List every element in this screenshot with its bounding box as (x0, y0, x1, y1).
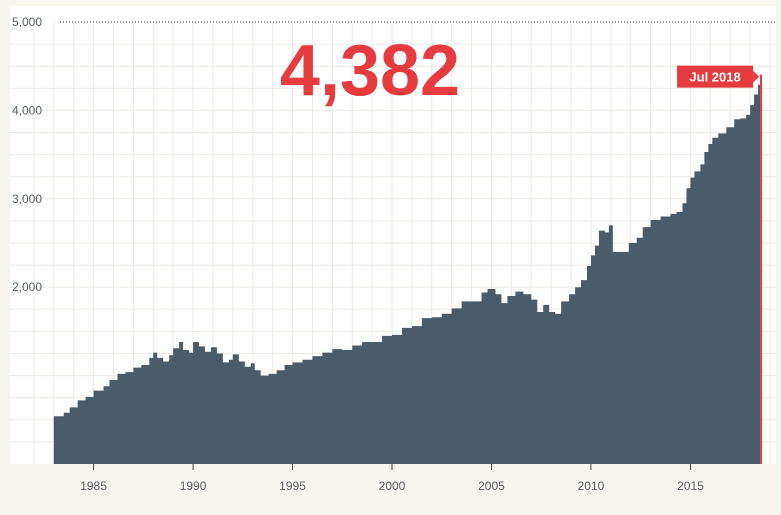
x-tick-label: 1995 (279, 479, 306, 493)
x-tick-label: 1985 (80, 479, 107, 493)
annotation-flag-box (677, 65, 754, 88)
annotation-flag-pointer (753, 70, 760, 83)
x-tick-label: 2000 (379, 479, 406, 493)
y-tick-label: 2,000 (12, 280, 42, 294)
x-tick-label: 2005 (478, 479, 505, 493)
x-axis: 1985 1990 1995 2000 2005 2010 2015 (80, 464, 704, 493)
x-tick-label: 2015 (677, 479, 704, 493)
annotation-flag-label: Jul 2018 (689, 70, 740, 85)
y-tick-label: 3,000 (12, 192, 42, 206)
y-axis: 2,000 3,000 4,000 5,000 (12, 15, 42, 294)
y-tick-label: 4,000 (12, 103, 42, 117)
x-tick-label: 1990 (180, 479, 207, 493)
annotation-flag: Jul 2018 (677, 65, 760, 88)
series-area (53, 76, 762, 465)
headline-value: 4,382 (280, 31, 460, 111)
x-tick-label: 2010 (578, 479, 605, 493)
y-tick-label: 5,000 (12, 15, 42, 29)
